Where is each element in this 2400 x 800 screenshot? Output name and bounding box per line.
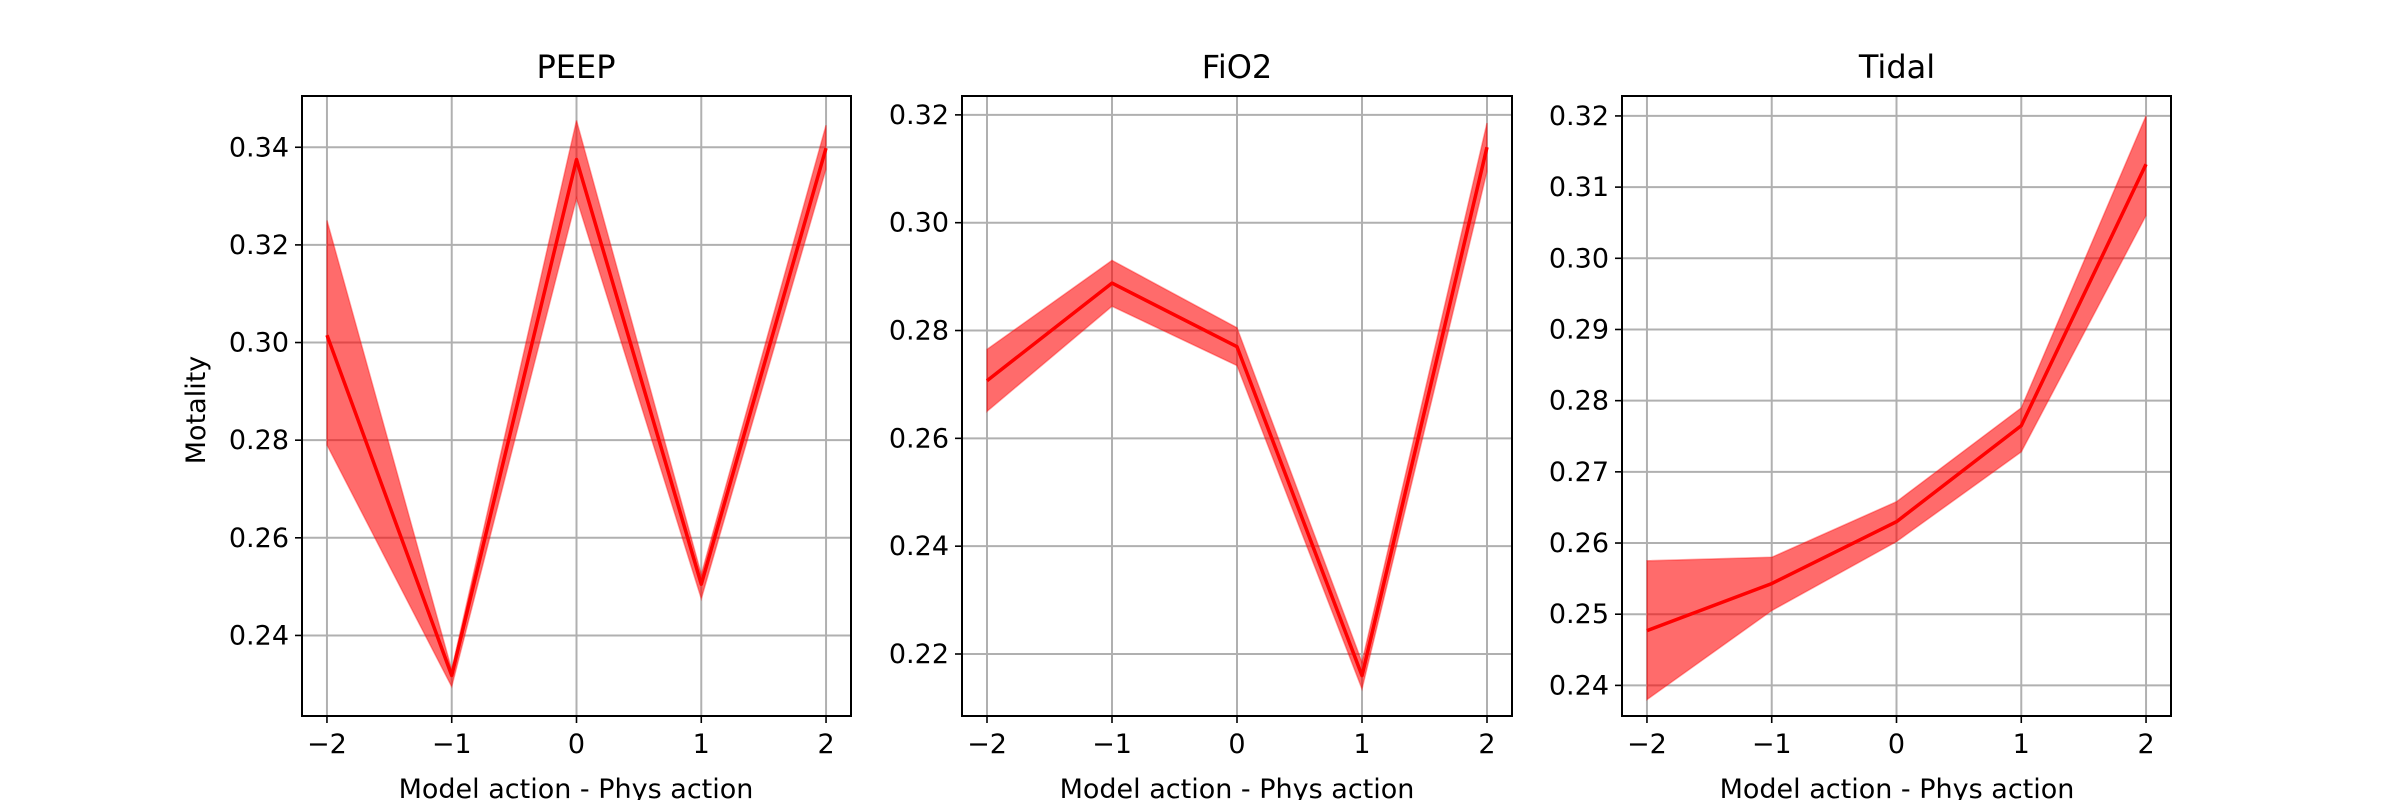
confidence-band	[1646, 115, 2147, 702]
x-tick-label: 2	[2137, 729, 2154, 760]
y-tick-label: 0.25	[1549, 599, 1609, 630]
x-tick-label: −2	[307, 729, 347, 760]
x-tick-label: −2	[1627, 729, 1667, 760]
x-tick-label: 1	[1353, 729, 1370, 760]
x-tick-label: 1	[693, 729, 710, 760]
y-tick-label: 0.32	[1549, 101, 1609, 132]
panel-peep: PEEP Model action - Phys action Motality…	[181, 48, 852, 800]
y-tick-label: 0.28	[229, 425, 289, 456]
y-tick-label: 0.24	[889, 531, 949, 562]
y-tick-label: 0.26	[1549, 528, 1609, 559]
panel-title: FiO2	[1202, 48, 1273, 86]
x-tick-label: −1	[432, 729, 472, 760]
confidence-band	[326, 120, 827, 689]
y-tick-label: 0.29	[1549, 314, 1609, 345]
panel-tidal: Tidal Model action - Phys action −2 −1 0 1 2…	[1549, 48, 2172, 800]
y-tick-label: 0.30	[889, 208, 949, 239]
y-tick-label: 0.24	[229, 620, 289, 651]
panel-title: PEEP	[536, 48, 615, 86]
x-tick-label: −2	[967, 729, 1007, 760]
x-tick-label: −1	[1092, 729, 1132, 760]
x-tick-label: 2	[817, 729, 834, 760]
y-tick-label: 0.22	[889, 639, 949, 670]
x-tick-label: 0	[1888, 729, 1905, 760]
panel-title: Tidal	[1858, 48, 1935, 86]
x-tick-label: 0	[1228, 729, 1245, 760]
x-axis-label: Model action - Phys action	[399, 774, 754, 800]
x-tick-label: 1	[2013, 729, 2030, 760]
y-tick-label: 0.27	[1549, 457, 1609, 488]
y-tick-label: 0.32	[229, 230, 289, 261]
confidence-band	[986, 122, 1488, 692]
y-tick-label: 0.26	[889, 423, 949, 454]
panel-fio2: FiO2 Model action - Phys action −2 −1 0 1 2 0…	[889, 48, 1513, 800]
y-tick-label: 0.30	[1549, 243, 1609, 274]
y-tick-label: 0.31	[1549, 172, 1609, 203]
y-tick-label: 0.34	[229, 132, 289, 163]
y-axis-label: Motality	[181, 356, 212, 465]
y-tick-label: 0.26	[229, 523, 289, 554]
x-axis-label: Model action - Phys action	[1060, 774, 1415, 800]
y-tick-label: 0.24	[1549, 670, 1609, 701]
x-tick-label: 0	[568, 729, 585, 760]
x-axis-label: Model action - Phys action	[1720, 774, 2075, 800]
x-tick-label: 2	[1478, 729, 1495, 760]
y-tick-label: 0.30	[229, 328, 289, 359]
y-tick-label: 0.28	[1549, 386, 1609, 417]
x-tick-label: −1	[1752, 729, 1792, 760]
y-tick-label: 0.32	[889, 100, 949, 131]
y-tick-label: 0.28	[889, 316, 949, 347]
